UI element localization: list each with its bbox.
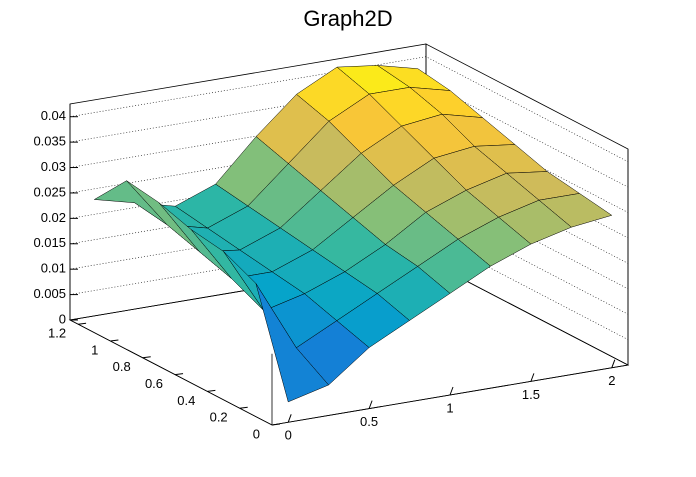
chart-title: Graph2D	[303, 6, 392, 31]
y-tick	[142, 356, 151, 359]
y-tick	[78, 322, 87, 325]
z-tick-label: 0.01	[41, 261, 66, 276]
x-tick	[530, 373, 535, 382]
grid-line	[69, 132, 629, 239]
grid-line	[69, 259, 629, 366]
y-tick	[239, 406, 248, 409]
surface-cell	[255, 283, 330, 403]
x-tick-label: 0	[285, 428, 292, 443]
z-tick-label: 0.02	[41, 210, 66, 225]
y-tick-label: 0	[253, 426, 260, 441]
grid-line	[69, 107, 629, 213]
grid-line	[69, 208, 629, 315]
y-tick	[174, 373, 184, 376]
y-tick	[110, 339, 119, 342]
x-tick-label: 1.5	[522, 387, 540, 402]
x-tick-label: 2	[608, 373, 615, 388]
y-tick-label: 1	[91, 342, 98, 357]
y-tick	[207, 389, 216, 392]
y-tick-label: 1.2	[48, 326, 66, 341]
z-tick-label: 0.03	[41, 159, 66, 174]
x-tick	[287, 414, 292, 423]
z-tick-label: 0.015	[33, 235, 66, 250]
y-tick-label: 0.2	[210, 410, 228, 425]
x-tick	[611, 359, 616, 368]
z-tick-label: 0	[59, 311, 66, 326]
grid-line	[69, 81, 629, 188]
y-tick	[271, 423, 281, 426]
z-tick-label: 0.005	[33, 286, 66, 301]
grid-line	[69, 234, 629, 340]
x-tick-label: 0.5	[360, 414, 378, 429]
y-tick-label: 0.8	[113, 359, 131, 374]
x-tick	[449, 386, 454, 396]
grid-line	[69, 158, 629, 264]
y-tick-label: 0.6	[145, 376, 163, 391]
grid-line	[69, 56, 629, 162]
z-tick-label: 0.04	[41, 108, 66, 123]
x-tick	[368, 400, 373, 409]
x-tick-label: 1	[446, 400, 453, 415]
y-tick-label: 0.4	[177, 393, 195, 408]
z-tick-label: 0.035	[33, 134, 66, 149]
z-tick-label: 0.025	[33, 184, 66, 199]
